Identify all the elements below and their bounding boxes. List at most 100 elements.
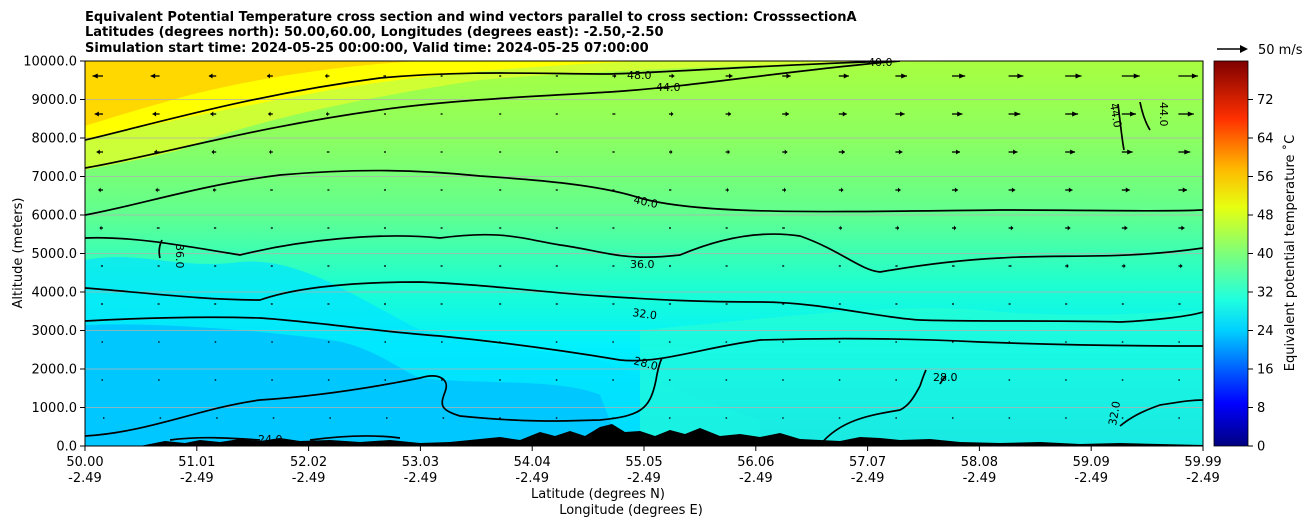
- colorbar-tick-label: 40: [1257, 247, 1274, 262]
- x-tick-latitude: 55.05: [625, 455, 662, 470]
- wind-vector-head: [211, 149, 214, 155]
- contour-28: [85, 316, 1203, 362]
- wind-vector-head: [1180, 263, 1183, 269]
- x-tick-latitude: 56.06: [737, 455, 774, 470]
- y-tick-label: 3000.0: [32, 324, 78, 339]
- title-line-2: Latitudes (degrees north): 50.00,60.00, …: [85, 25, 664, 40]
- plot-area: [85, 61, 1203, 446]
- contour-label: 28.0: [933, 371, 958, 384]
- y-axis-label: Altitude (meters): [11, 198, 26, 309]
- wind-vector-head: [1127, 149, 1133, 155]
- x-tick-longitude: -2.49: [180, 471, 214, 486]
- contour-label-group: 24.0 28.0 32.0 36.0 40.0 44.0 48.0 28.0 …: [173, 56, 1170, 446]
- wind-vector-head: [268, 111, 271, 117]
- x-tick-latitude: 59.09: [1073, 455, 1110, 470]
- y-tick-label: 10000.0: [23, 55, 77, 70]
- x-tick-longitude: -2.49: [739, 471, 773, 486]
- x-tick-longitude: -2.49: [1074, 471, 1108, 486]
- wind-vector-head: [842, 111, 847, 117]
- contour-label: 44.0: [1157, 102, 1170, 127]
- x-tick-longitude: -2.49: [963, 471, 997, 486]
- wind-vector-head: [1133, 73, 1140, 79]
- contour-28b: [85, 357, 663, 437]
- wind-vector-head: [1123, 263, 1126, 269]
- wind-vector-head: [1066, 263, 1069, 269]
- wind-vector-head: [897, 187, 901, 193]
- quiver-key-arrowhead-icon: [1240, 45, 1248, 53]
- wind-vector-head: [92, 73, 98, 79]
- y-axis: 0.0 1000.0 2000.0 3000.0 4000.0 5000.0 6000.0 7…: [23, 55, 85, 455]
- colorbar-label: Equivalent potential temperature ˚C: [1282, 135, 1298, 371]
- colorbar-tick-label: 56: [1257, 170, 1274, 185]
- contour-label: 48.0: [627, 69, 652, 82]
- colorbar-tick-label: 0: [1257, 440, 1265, 455]
- wind-vector-head: [614, 73, 617, 79]
- wind-vector-head: [897, 225, 899, 231]
- chart-title: Equivalent Potential Temperature cross s…: [85, 10, 857, 56]
- wind-vector-head: [94, 111, 99, 117]
- colorbar-tick-label: 16: [1257, 363, 1274, 378]
- wind-vector-head: [954, 187, 958, 193]
- wind-vector-head: [1075, 73, 1082, 79]
- wind-vector-head: [1067, 225, 1071, 231]
- wind-vector-head: [212, 187, 215, 193]
- wind-vector-head: [841, 149, 845, 155]
- quiver-key-label: 50 m/s: [1258, 43, 1303, 58]
- colorbar-tick-label: 24: [1257, 324, 1274, 339]
- wind-vector-head: [954, 225, 957, 231]
- colorbar-tick-label: 8: [1257, 401, 1265, 416]
- contour-48: [85, 61, 901, 141]
- wind-vector-head: [1011, 187, 1016, 193]
- wind-vector-head: [843, 73, 849, 79]
- quiver-key: 50 m/s: [1217, 43, 1303, 58]
- wind-vector-head: [1014, 111, 1021, 117]
- x-tick-longitude: -2.49: [1186, 471, 1220, 486]
- wind-vector-head: [728, 111, 732, 117]
- colorbar-ticks: 0 8 16 24 32 40 48 56 64 72: [1248, 93, 1274, 455]
- x-tick-longitude: -2.49: [404, 471, 438, 486]
- wind-vector-head: [840, 225, 842, 231]
- contour-32: [85, 281, 1203, 323]
- contour-label: 32.0: [1106, 400, 1123, 426]
- colorbar-tick-label: 48: [1257, 209, 1274, 224]
- x-tick-longitude: -2.49: [851, 471, 885, 486]
- contour-28c: [919, 369, 947, 387]
- wind-vector-head: [267, 73, 270, 79]
- x-tick-latitude: 52.02: [290, 455, 327, 470]
- wind-vectors: [92, 73, 1198, 419]
- wind-vector-head: [898, 149, 903, 155]
- colorbar-tick-label: 64: [1257, 132, 1274, 147]
- grid-lines: [85, 99, 1203, 408]
- colorbar: 0 8 16 24 32 40 48 56 64 72 Equivalent potential …: [1213, 60, 1298, 455]
- wind-vector-head: [1191, 73, 1198, 79]
- x-tick-latitude: 59.99: [1184, 455, 1221, 470]
- wind-vector-head: [671, 73, 675, 79]
- wind-vector-head: [670, 149, 673, 155]
- x-tick-latitude: 54.04: [514, 455, 551, 470]
- contour-label: 32.0: [632, 306, 658, 322]
- wind-vector-head: [210, 111, 214, 117]
- title-line-3: Simulation start time: 2024-05-25 00:00:…: [85, 41, 649, 56]
- wind-vector-head: [671, 111, 674, 117]
- contour-40: [85, 169, 1203, 216]
- wind-vector-head: [269, 149, 272, 155]
- x-tick-longitude: -2.49: [292, 471, 326, 486]
- wind-vector-head: [727, 149, 730, 155]
- wind-vector-head: [154, 149, 157, 155]
- wind-vector-head: [1129, 111, 1136, 117]
- x-tick-longitude: -2.49: [68, 471, 102, 486]
- wind-vector-head: [1010, 225, 1014, 231]
- contour-label: 44.0: [656, 81, 681, 94]
- wind-vector-head: [901, 73, 908, 79]
- x-axis: 50.00-2.4951.01-2.4952.02-2.4953.03-2.49…: [66, 446, 1222, 486]
- wind-vector-head: [98, 187, 101, 193]
- colorbar-tick-label: 32: [1257, 286, 1274, 301]
- wind-vector-head: [1068, 187, 1073, 193]
- contour-label: 36.0: [630, 258, 655, 271]
- wind-vector-head: [155, 187, 158, 193]
- wind-vector-head: [1187, 111, 1194, 117]
- y-tick-label: 9000.0: [32, 93, 78, 108]
- wind-vector-head: [1124, 225, 1128, 231]
- contour-36: [85, 233, 1203, 273]
